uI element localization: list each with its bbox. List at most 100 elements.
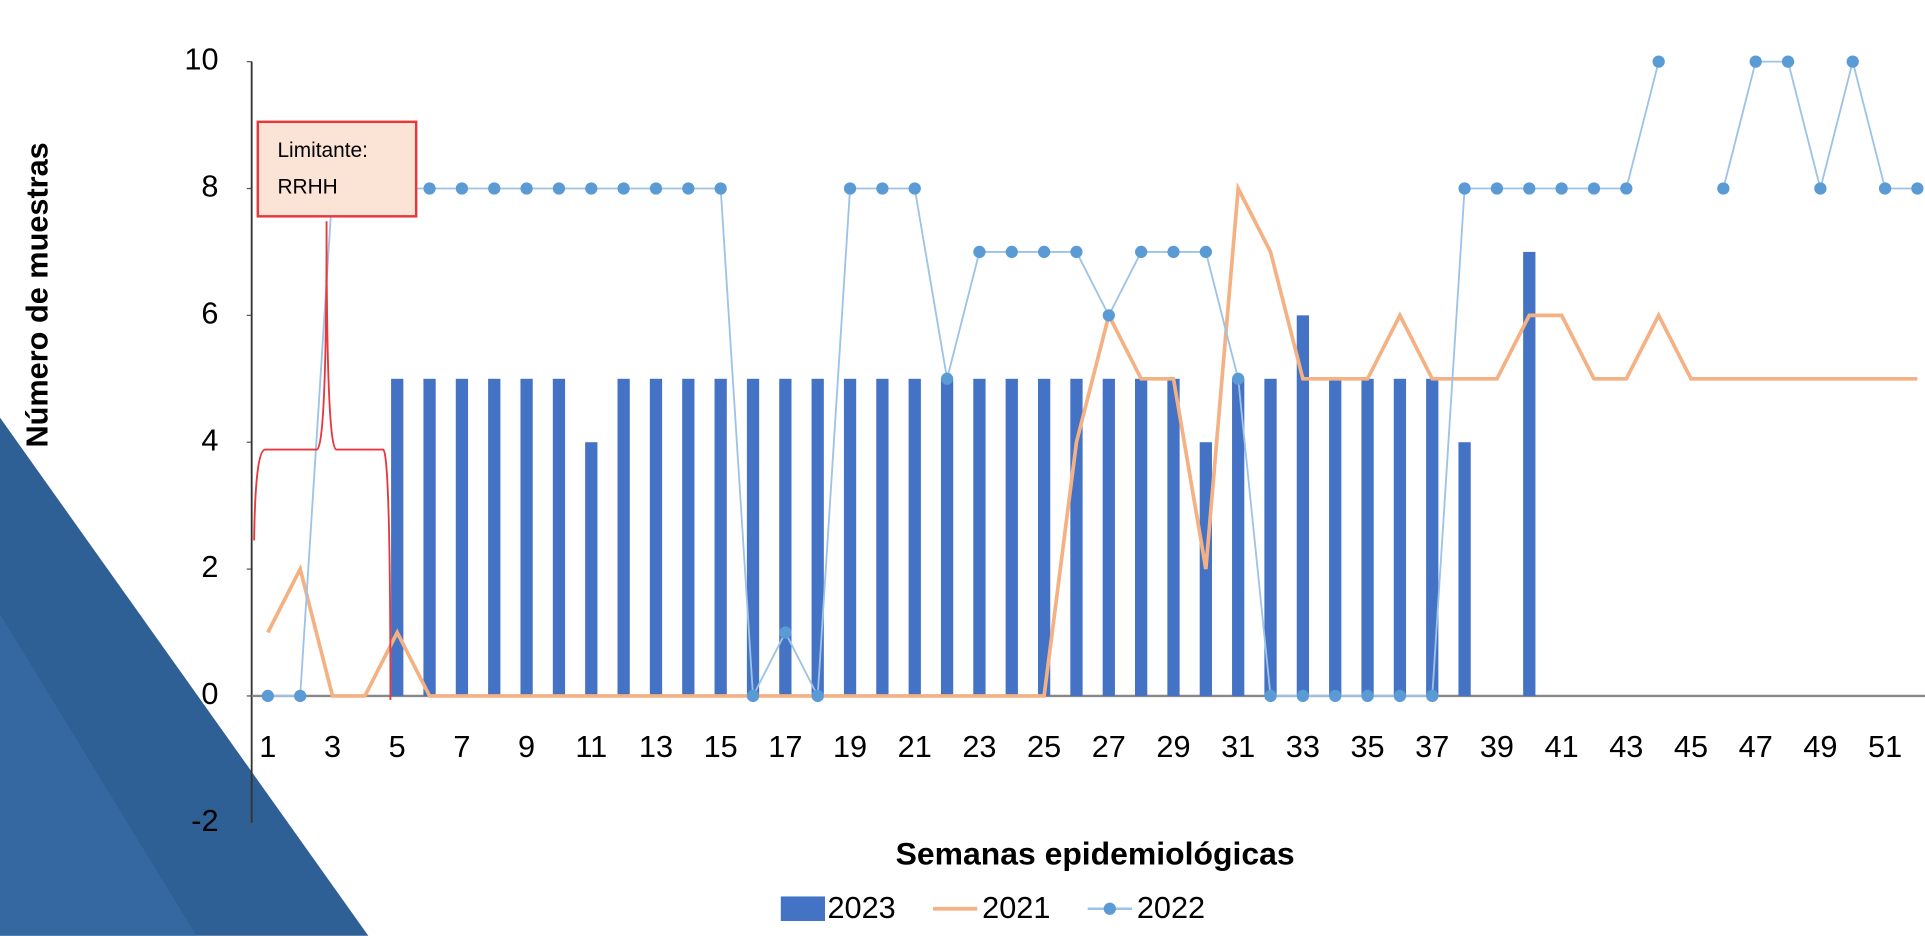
bar	[811, 378, 824, 696]
marker	[746, 689, 760, 703]
marker	[1199, 245, 1212, 259]
y-tick-label: 10	[184, 42, 218, 77]
marker	[1329, 689, 1342, 703]
marker	[617, 182, 630, 195]
bar	[1296, 315, 1310, 696]
bar	[1393, 378, 1407, 696]
bar	[423, 378, 436, 696]
legend-label: 2023	[827, 890, 895, 925]
bar	[1037, 378, 1051, 696]
legend-label: 2021	[982, 890, 1050, 925]
marker	[1458, 182, 1471, 195]
marker	[1846, 55, 1859, 68]
y-tick-label: -2	[191, 803, 218, 838]
marker	[1587, 182, 1601, 195]
bar	[1523, 251, 1536, 696]
x-tick-label: 9	[518, 729, 535, 764]
bar	[520, 378, 533, 696]
x-tick-label: 43	[1609, 729, 1643, 764]
x-tick-label: 13	[639, 729, 673, 764]
marker	[1781, 55, 1795, 68]
annotation-box	[256, 120, 418, 218]
bar	[1005, 378, 1018, 696]
y-tick-label: 8	[201, 169, 218, 204]
marker	[1490, 182, 1504, 195]
bar	[1232, 378, 1245, 696]
x-tick-label: 31	[1221, 729, 1255, 764]
x-tick-label: 37	[1415, 729, 1449, 764]
marker	[488, 182, 501, 195]
marker	[1717, 182, 1730, 195]
marker	[552, 182, 566, 195]
marker	[714, 182, 727, 195]
x-tick-label: 27	[1092, 729, 1126, 764]
x-tick-label: 21	[898, 729, 932, 764]
x-tick-label: 35	[1350, 729, 1384, 764]
x-tick-label: 17	[768, 729, 802, 764]
legend-swatch	[1103, 902, 1116, 915]
annotation-text: RRHH	[277, 176, 337, 199]
y-tick-label: 2	[201, 549, 218, 584]
bar	[876, 378, 889, 696]
marker	[649, 182, 663, 195]
bar	[682, 378, 695, 696]
x-tick-label: 23	[962, 729, 996, 764]
marker	[779, 626, 792, 639]
marker	[261, 689, 274, 703]
marker	[1878, 182, 1892, 195]
marker	[973, 245, 986, 259]
bar	[1458, 442, 1471, 696]
marker	[1652, 55, 1665, 68]
marker	[682, 182, 695, 195]
marker	[423, 182, 436, 195]
x-tick-label: 5	[389, 729, 406, 764]
y-tick-label: 4	[201, 422, 218, 457]
bar	[1135, 378, 1148, 696]
x-tick-label: 39	[1480, 729, 1514, 764]
x-tick-label: 19	[833, 729, 867, 764]
bar	[1426, 378, 1439, 696]
y-tick-label: 0	[201, 676, 218, 711]
marker	[1361, 689, 1374, 703]
y-axis-label: Número de muestras	[19, 142, 54, 447]
marker	[908, 182, 921, 195]
marker	[520, 182, 533, 195]
x-tick-label: 51	[1868, 729, 1902, 764]
x-tick-label: 1	[259, 729, 276, 764]
marker	[1523, 182, 1536, 195]
marker	[1135, 245, 1148, 259]
bar	[552, 378, 566, 696]
marker	[1296, 689, 1310, 703]
marker	[940, 372, 954, 385]
marker	[811, 689, 824, 703]
bar	[746, 378, 760, 696]
x-tick-label: 7	[453, 729, 470, 764]
y-tick-label: 6	[201, 295, 218, 330]
marker	[843, 182, 857, 195]
x-tick-label: 11	[575, 729, 607, 764]
bar	[843, 378, 857, 696]
marker	[1037, 245, 1051, 259]
marker	[1070, 245, 1083, 259]
bar	[1102, 378, 1115, 696]
marker	[1264, 689, 1277, 703]
bar	[1264, 378, 1277, 696]
line	[266, 181, 1918, 698]
marker	[1620, 182, 1633, 195]
bar	[779, 378, 792, 696]
legend-label: 2022	[1137, 890, 1205, 925]
x-tick-label: 25	[1027, 729, 1061, 764]
bar	[488, 378, 501, 696]
marker	[294, 689, 307, 703]
annotation-bracket	[253, 221, 392, 701]
bar	[649, 378, 663, 696]
marker	[1911, 182, 1924, 195]
bar	[908, 378, 921, 696]
marker	[1393, 689, 1407, 703]
x-tick-label: 29	[1156, 729, 1190, 764]
bar	[455, 378, 469, 696]
marker	[1814, 182, 1827, 195]
marker	[585, 182, 598, 195]
